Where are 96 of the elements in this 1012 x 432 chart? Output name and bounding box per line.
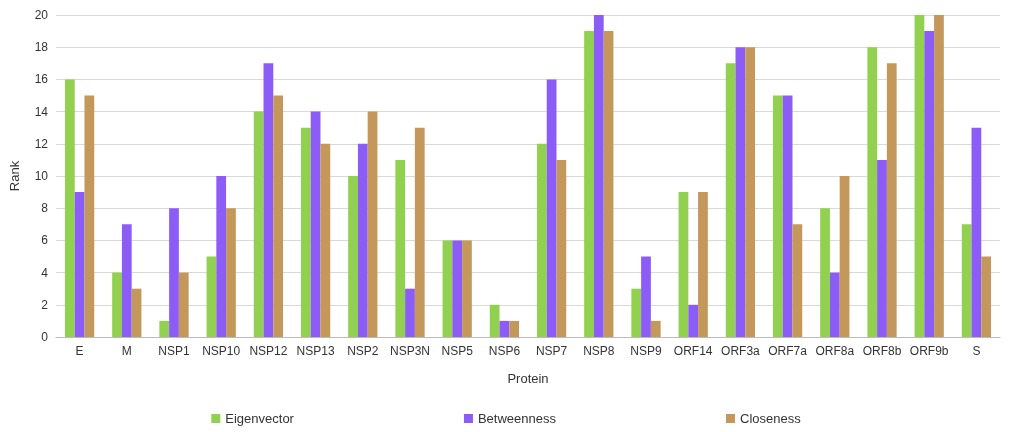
bar	[499, 320, 510, 337]
bar	[263, 63, 274, 337]
bar	[603, 31, 614, 337]
bar	[631, 288, 642, 337]
bar	[914, 15, 925, 337]
x-tick-label: ORF7a	[768, 344, 808, 358]
bar	[556, 159, 567, 337]
bar	[688, 304, 699, 337]
x-tick-label: ORF3a	[721, 344, 761, 358]
bar	[961, 224, 972, 337]
x-tick-label: NSP6	[488, 344, 521, 358]
bar	[641, 256, 651, 337]
x-tick-label: S	[972, 344, 981, 358]
bar	[650, 320, 661, 337]
bar	[509, 320, 520, 337]
bar	[678, 192, 689, 337]
bar	[367, 111, 378, 337]
bar	[792, 224, 803, 337]
y-tick-label: 18	[34, 40, 49, 55]
y-tick-label: 2	[41, 297, 49, 312]
y-tick-label: 16	[34, 72, 49, 87]
y-tick-label: 0	[41, 330, 49, 344]
x-tick-label: ORF14	[673, 344, 713, 358]
bar	[981, 256, 992, 337]
x-axis-title: Protein	[507, 371, 549, 386]
bar	[74, 192, 85, 337]
bar	[121, 224, 132, 337]
bar	[462, 240, 472, 337]
bar	[131, 288, 142, 337]
legend-label: Betweenness	[477, 411, 557, 426]
bar	[216, 176, 227, 337]
legend-label: Eigenvector	[225, 411, 295, 426]
bar	[735, 47, 746, 337]
bar	[725, 63, 736, 337]
x-tick-label: NSP5	[441, 344, 474, 358]
bar	[452, 240, 463, 337]
x-tick-label: NSP1	[158, 344, 190, 358]
bar	[745, 47, 756, 337]
bar	[112, 272, 122, 337]
bar	[442, 240, 453, 337]
x-tick-label: NSP2	[347, 344, 379, 358]
x-tick-label: ORF8a	[815, 344, 855, 358]
bar	[178, 272, 189, 337]
x-tick-label: NSP10	[202, 344, 241, 358]
bar	[934, 15, 944, 337]
bar	[584, 31, 594, 337]
y-tick-label: 8	[41, 201, 49, 216]
x-tick-label: NSP3N	[389, 344, 431, 358]
bar	[253, 111, 264, 337]
y-tick-label: 6	[41, 233, 49, 248]
bar	[320, 143, 331, 337]
bar	[300, 127, 311, 337]
bar	[159, 320, 170, 337]
bar	[924, 31, 935, 337]
legend-label: Closeness	[740, 411, 802, 426]
y-tick-label: 4	[41, 265, 49, 280]
bar	[593, 15, 604, 337]
bar	[226, 208, 236, 337]
y-tick-label: 10	[34, 169, 49, 183]
bar	[64, 79, 75, 337]
bar	[169, 208, 179, 337]
bar	[867, 47, 878, 337]
x-tick-label: NSP8	[583, 344, 615, 358]
bar	[536, 143, 547, 337]
x-tick-label: ORF9b	[909, 344, 949, 358]
y-tick-label: 12	[34, 136, 49, 151]
bar	[546, 79, 557, 337]
bar	[839, 176, 850, 337]
y-axis-title: Rank	[7, 160, 22, 192]
x-tick-label: M	[121, 344, 132, 358]
bar	[84, 95, 95, 337]
bar	[886, 63, 897, 337]
bar	[348, 176, 358, 337]
y-tick-label: 20	[34, 8, 49, 22]
bar	[829, 272, 840, 337]
bar	[489, 304, 500, 337]
bar	[414, 127, 425, 337]
bar	[698, 192, 708, 337]
bar	[310, 111, 321, 337]
bar	[206, 256, 217, 337]
x-tick-label: NSP9	[630, 344, 662, 358]
bar	[772, 95, 783, 337]
x-tick-label: NSP12	[249, 344, 288, 358]
x-tick-label: NSP7	[535, 344, 568, 358]
bar	[877, 159, 887, 337]
bar	[395, 159, 406, 337]
bar	[357, 143, 368, 337]
bar	[405, 288, 415, 337]
x-tick-label: NSP13	[296, 344, 335, 358]
x-tick-label: E	[75, 344, 84, 358]
bar	[820, 208, 830, 337]
y-tick-label: 14	[34, 104, 49, 119]
bar	[782, 95, 793, 337]
x-tick-label: ORF8b	[862, 344, 902, 358]
bar	[273, 95, 284, 337]
bar	[971, 127, 982, 337]
